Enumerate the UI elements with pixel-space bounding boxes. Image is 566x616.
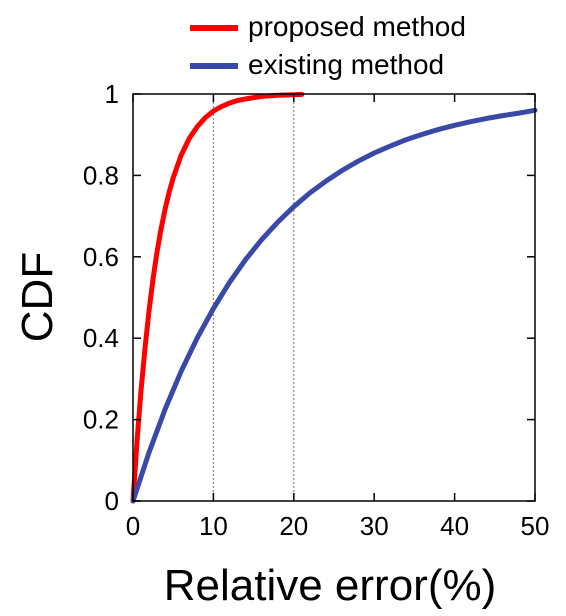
series-line-existing-method <box>130 107 538 504</box>
y-axis-title: CDF <box>13 252 62 342</box>
reference-lines <box>212 94 295 501</box>
legend-label-existing-method: existing method <box>248 49 444 80</box>
y-tick-label-0.2: 0.2 <box>83 405 119 435</box>
series-layer <box>130 91 538 504</box>
ticks-layer: 0 10 20 30 40 50 0 0.2 0.4 0.6 0.8 1 <box>83 79 550 541</box>
y-tick-label-1: 1 <box>105 79 119 109</box>
x-tick-label-10: 10 <box>199 511 228 541</box>
x-axis-title: Relative error(%) <box>164 561 497 610</box>
y-tick-label-0.8: 0.8 <box>83 160 119 190</box>
y-tick-label-0.6: 0.6 <box>83 242 119 272</box>
x-tick-label-50: 50 <box>521 511 550 541</box>
series-line-proposed-method <box>130 91 305 504</box>
y-tick-label-0: 0 <box>105 486 119 516</box>
legend: proposed method existing method <box>190 11 466 80</box>
legend-label-proposed-method: proposed method <box>248 11 466 42</box>
x-tick-label-20: 20 <box>279 511 308 541</box>
x-tick-label-30: 30 <box>360 511 389 541</box>
plot-frame <box>132 93 536 502</box>
y-tick-label-0.4: 0.4 <box>83 323 119 353</box>
x-tick-label-40: 40 <box>440 511 469 541</box>
x-tick-label-0: 0 <box>126 511 140 541</box>
